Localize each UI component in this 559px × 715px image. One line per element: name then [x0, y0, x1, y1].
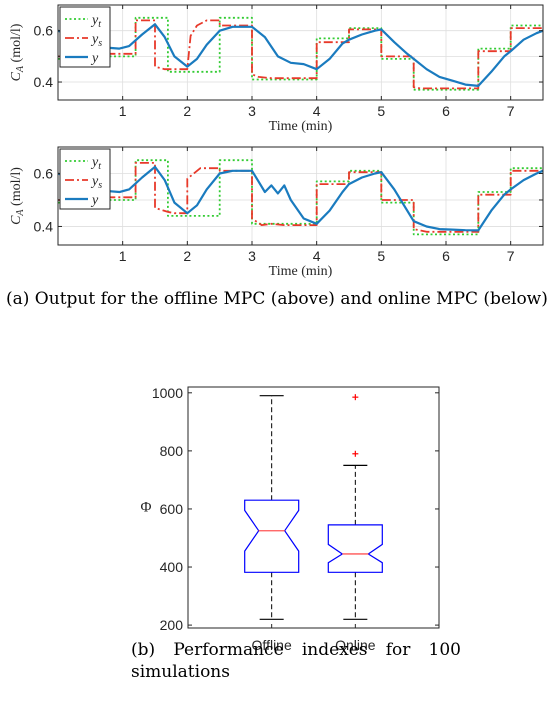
legend-entry-name: y [90, 174, 99, 189]
box-offline [244, 395, 300, 620]
x-tick-label: 7 [507, 103, 515, 119]
caption-b: (b) Performance indexes for 100 simulati… [131, 640, 461, 682]
x-tick-label: 5 [377, 103, 385, 119]
legend-entry-y: y [90, 193, 99, 208]
legend-entry-y-s: ys [90, 32, 102, 49]
legend-entry-sub: s [98, 180, 102, 191]
legend-entry-name: y [90, 155, 99, 170]
y-tick-label: 1000 [152, 385, 183, 401]
x-tick-label: 4 [313, 103, 321, 119]
y-axis-label-sub: A [15, 65, 26, 73]
series-line-y-s [58, 19, 543, 90]
legend-entry-name: y [90, 13, 99, 28]
caption-a: (a) Output for the offline MPC (above) a… [6, 289, 548, 309]
x-tick-label: 6 [442, 103, 450, 119]
y-axis-label-main: C [9, 71, 24, 81]
y-tick-label: 0.6 [34, 23, 54, 39]
y-axis-label-unit: (mol/l) [9, 167, 24, 210]
series-line-y-s [58, 161, 543, 233]
plot-frame [57, 4, 544, 101]
series-line-y [57, 23, 544, 88]
legend-entry-sub: s [98, 38, 102, 49]
y-axis-label: CA (mol/l) [9, 167, 26, 225]
legend-entry-name: y [90, 32, 99, 47]
notched-box [244, 499, 300, 573]
x-tick-label: 6 [442, 248, 450, 264]
x-tick-label: 1 [119, 103, 127, 119]
notched-box [327, 524, 383, 573]
x-tick-label: 2 [183, 248, 191, 264]
y-axis-label-unit: (mol/l) [9, 23, 24, 66]
y-tick-label: 200 [160, 617, 184, 633]
y-tick-label: 400 [160, 559, 184, 575]
legend-entry-sub: t [98, 19, 101, 30]
x-tick-label: Online [335, 637, 376, 653]
y-axis-label-main: C [9, 215, 24, 225]
y-tick-label: 800 [160, 443, 184, 459]
legend-entry-y: y [90, 51, 99, 66]
series-line-y [57, 165, 544, 232]
y-tick-label: 0.4 [34, 218, 54, 234]
x-tick-label: 2 [183, 103, 191, 119]
plot-frame [57, 146, 544, 246]
legend-entry-y-t: yt [90, 13, 101, 30]
performance-index-boxplot: 200 400 600 800 1000 Offline Online Φ [141, 385, 440, 653]
x-tick-label: 1 [119, 248, 127, 264]
y-axis-label: Φ [141, 500, 152, 516]
x-tick-label: 5 [377, 248, 385, 264]
legend-entry-name: y [90, 193, 99, 208]
y-axis-label: CA (mol/l) [9, 23, 26, 81]
y-axis-label-sub: A [15, 209, 26, 217]
x-axis-label: Time (min) [269, 119, 333, 134]
y-tick-label: 0.6 [34, 165, 54, 181]
plot-frame [187, 386, 440, 629]
legend-entry-sub: t [98, 161, 101, 172]
x-tick-label: 7 [507, 248, 515, 264]
legend-entry-y-t: yt [90, 155, 101, 172]
x-tick-label: 4 [313, 248, 321, 264]
y-tick-label: 0.4 [34, 74, 54, 90]
x-tick-label: 3 [248, 103, 256, 119]
x-tick-label: Offline [252, 637, 292, 653]
legend-entry-y-s: ys [90, 174, 102, 191]
box-online [327, 394, 383, 620]
outlier-marker [352, 394, 359, 401]
y-tick-label: 600 [160, 501, 184, 517]
x-tick-label: 3 [248, 248, 256, 264]
legend-entry-name: y [90, 51, 99, 66]
x-axis-label: Time (min) [269, 264, 333, 279]
outlier-marker [352, 450, 359, 457]
